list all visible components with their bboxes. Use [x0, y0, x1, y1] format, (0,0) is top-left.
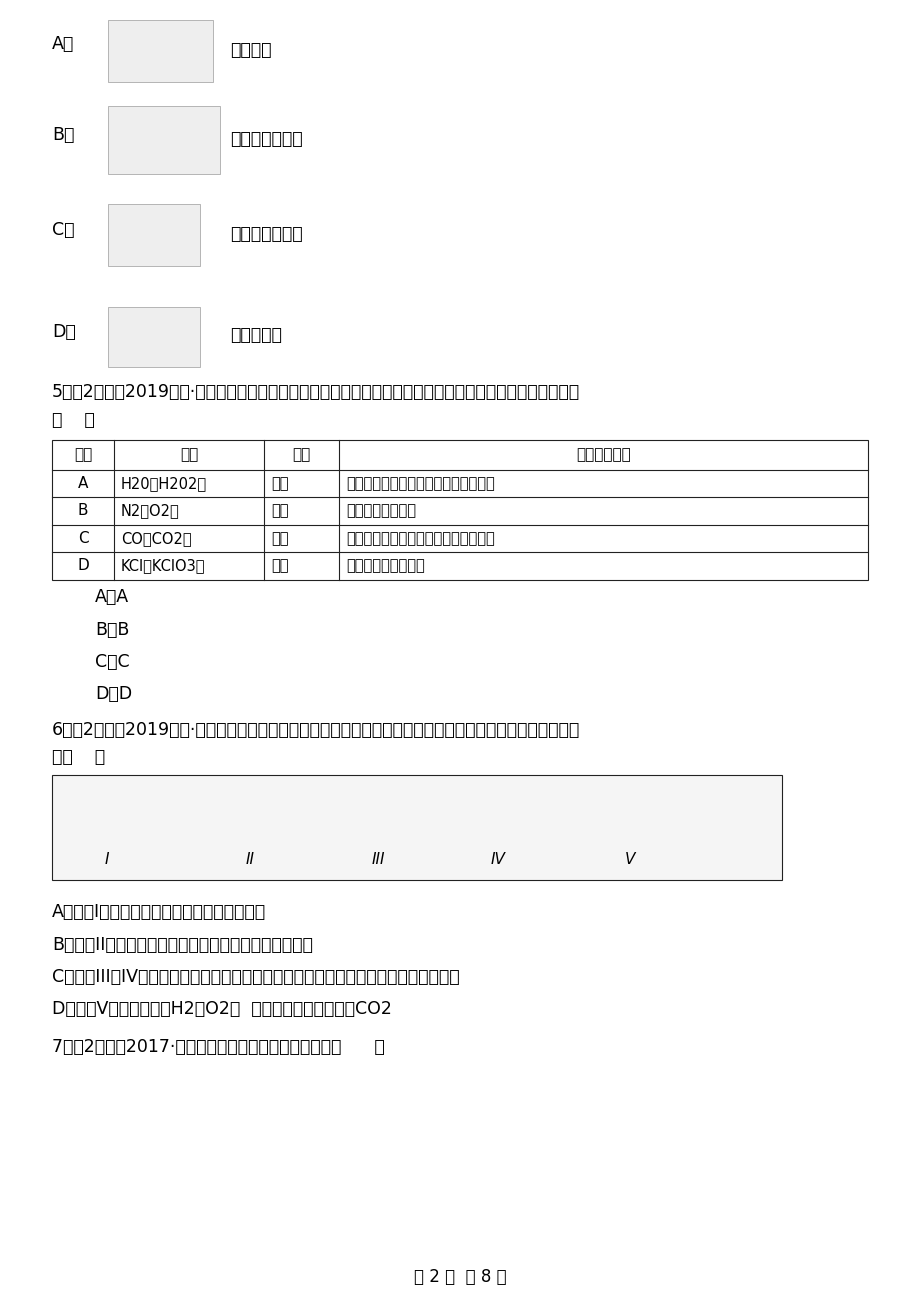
Text: C．装置III、IV可用于收集密度与空气密度差距较大，且不与空气中各成分反应的气体: C．装置III、IV可用于收集密度与空气密度差距较大，且不与空气中各成分反应的气… — [52, 967, 460, 986]
Text: 是（    ）: 是（ ） — [52, 749, 105, 766]
Text: C: C — [77, 531, 88, 546]
Text: D．: D． — [52, 323, 75, 341]
Text: III: III — [371, 853, 384, 867]
Text: 鉴别: 鉴别 — [271, 531, 289, 546]
Text: D: D — [77, 559, 89, 573]
Text: N2（O2）: N2（O2） — [121, 504, 179, 518]
Text: 5．（2分）（2019九上·京口期中）下列实验操作中（括号内为待鉴别物质或杂质），不能达到实验目的的是: 5．（2分）（2019九上·京口期中）下列实验操作中（括号内为待鉴别物质或杂质）… — [52, 383, 580, 401]
Text: 加热至不再产生气体: 加热至不再产生气体 — [346, 559, 425, 573]
Text: D．装置V可以用于收集H2、O2，  也可以用于实验室收集CO2: D．装置V可以用于收集H2、O2， 也可以用于实验室收集CO2 — [52, 1000, 391, 1018]
Text: IV: IV — [490, 853, 505, 867]
Text: A．装置Ⅰ可作为固体加热制取气体的发生装置: A．装置Ⅰ可作为固体加热制取气体的发生装置 — [52, 904, 266, 921]
Text: 主要实验操作: 主要实验操作 — [575, 448, 630, 462]
Text: 取用固体: 取用固体 — [230, 40, 271, 59]
Text: C．C: C．C — [95, 654, 130, 671]
Text: （    ）: （ ） — [52, 411, 95, 428]
Text: B: B — [78, 504, 88, 518]
Text: V: V — [624, 853, 634, 867]
Text: B．B: B．B — [95, 621, 130, 639]
Bar — [108, 20, 213, 82]
Text: 除杂: 除杂 — [271, 559, 289, 573]
Text: 通过灼热的木炭粉: 通过灼热的木炭粉 — [346, 504, 415, 518]
Text: KCl（KClO3）: KCl（KClO3） — [121, 559, 205, 573]
Text: 物质: 物质 — [180, 448, 198, 462]
Text: H20（H202）: H20（H202） — [121, 475, 207, 491]
Text: 分别将气体通入澄清石灰水，观察现象: 分别将气体通入澄清石灰水，观察现象 — [346, 531, 494, 546]
Text: 目的: 目的 — [292, 448, 311, 462]
Bar — [108, 105, 220, 174]
Text: B．: B． — [52, 126, 74, 145]
Text: A．: A． — [52, 35, 74, 53]
Bar — [52, 775, 781, 880]
Text: 分别加入少量二氧化锰粉末，观察现象: 分别加入少量二氧化锰粉末，观察现象 — [346, 475, 494, 491]
Text: II: II — [245, 853, 255, 867]
Text: 选项: 选项 — [74, 448, 92, 462]
Text: A: A — [78, 475, 88, 491]
Text: C．: C． — [52, 221, 74, 240]
Bar — [108, 204, 199, 266]
Text: 7．（2分）（2017·西乡模拟）下列实验能达到目的是（      ）: 7．（2分）（2017·西乡模拟）下列实验能达到目的是（ ） — [52, 1038, 384, 1056]
Bar — [52, 440, 867, 579]
Text: 除杂: 除杂 — [271, 504, 289, 518]
Text: CO（CO2）: CO（CO2） — [121, 531, 191, 546]
Text: A．A: A．A — [95, 589, 129, 605]
Text: D．D: D．D — [95, 685, 132, 703]
Text: 量取液体的体积: 量取液体的体积 — [230, 225, 302, 243]
Text: B．装置II中长颈漏斗可以用分液漏斗、医用注射器代替: B．装置II中长颈漏斗可以用分液漏斗、医用注射器代替 — [52, 936, 312, 954]
Text: 6．（2分）（2019九上·茂名月考）下图为初中化学常见气体的发生与收集装置。有关这些装置的说法错误的: 6．（2分）（2019九上·茂名月考）下图为初中化学常见气体的发生与收集装置。有… — [52, 721, 580, 740]
Bar — [108, 307, 199, 367]
Text: 检查装置气密性: 检查装置气密性 — [230, 130, 302, 148]
Text: 鉴别: 鉴别 — [271, 475, 289, 491]
Text: 熄灭酒精灯: 熄灭酒精灯 — [230, 326, 281, 344]
Text: 第 2 页  共 8 页: 第 2 页 共 8 页 — [414, 1268, 505, 1286]
Text: I: I — [105, 853, 109, 867]
